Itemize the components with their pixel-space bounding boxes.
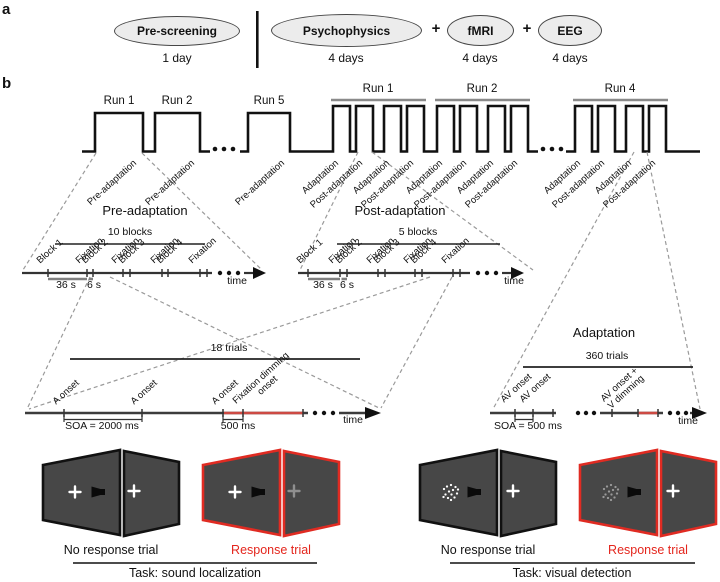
response-label: Response trial: [608, 543, 688, 557]
stage-duration: 4 days: [462, 51, 498, 65]
stage-duration: 4 days: [328, 51, 364, 65]
panel-a-divider: [256, 11, 259, 68]
run-label: Run 2: [161, 95, 193, 107]
stage-psychophysics: Psychophysics: [271, 14, 422, 47]
dimmed-dot-cloud-icon: [602, 483, 620, 502]
screen-back: [122, 449, 181, 538]
screen-pair-sound-noresponse: [41, 448, 181, 538]
fixation-cross-icon: [127, 484, 141, 498]
speaker-icon: [467, 486, 481, 498]
screen-back: [499, 449, 558, 538]
time-arrow: [253, 267, 266, 279]
task-label: Task: sound localization: [128, 566, 262, 580]
no-response-label: No response trial: [63, 543, 159, 557]
panel-a-label: a: [2, 1, 11, 18]
dimmed-fixation-cross-icon: [287, 484, 301, 498]
screen-pair-visual-response: [578, 448, 718, 538]
fixation-duration: 6 s: [339, 279, 355, 291]
response-label: Response trial: [231, 543, 311, 557]
panel-b-label: b: [2, 75, 12, 92]
screen-front: [418, 448, 499, 537]
fixation-cross-icon: [68, 485, 82, 499]
time-axis-label: time: [227, 275, 247, 287]
gap-label: 500 ms: [220, 420, 256, 432]
trial-timeline-right: [490, 366, 707, 422]
stage-pre-screening: Pre-screening: [114, 16, 240, 46]
screen-back: [282, 449, 341, 538]
waveform-ellipsis-dots: [212, 146, 564, 152]
trial-count: 360 trials: [585, 350, 629, 362]
stage-duration: 4 days: [552, 51, 588, 65]
time-axis-label: time: [678, 415, 698, 427]
time-axis-label: time: [343, 414, 363, 426]
run-label: Run 1: [103, 95, 135, 107]
pre-adaptation-title: Pre-adaptation: [102, 203, 188, 218]
post-adaptation-title: Post-adaptation: [354, 203, 446, 218]
fixation-cross-icon: [506, 484, 520, 498]
dot-cloud-icon: [442, 483, 460, 502]
speaker-icon: [627, 486, 641, 498]
soa-label: SOA = 2000 ms: [65, 420, 139, 432]
soa-bracket: [63, 415, 244, 422]
time-arrow: [511, 267, 524, 279]
trial-timeline-left: [25, 358, 381, 422]
no-response-label: No response trial: [440, 543, 536, 557]
pre-adaptation-timeline: [22, 243, 266, 281]
stage-duration: 1 day: [162, 51, 192, 65]
run-timeline-waveform: [82, 104, 700, 153]
soa-label: SOA = 500 ms: [494, 420, 562, 432]
block-duration: 36 s: [56, 279, 76, 291]
screen-pair-sound-response: [201, 448, 341, 538]
speaker-icon: [91, 486, 105, 498]
block-duration: 36 s: [313, 279, 333, 291]
time-arrow: [365, 407, 381, 419]
time-axis-label: time: [504, 275, 524, 287]
soa-bracket: [514, 415, 534, 422]
block-count: 10 blocks: [107, 226, 153, 238]
fixation-cross-icon: [228, 485, 242, 499]
run-label: Run 2: [466, 83, 498, 95]
time-arrow: [692, 407, 707, 419]
plus-sign: +: [522, 20, 532, 37]
run-label: Run 4: [604, 83, 636, 95]
stage-eeg: EEG: [538, 15, 602, 46]
task-label: Task: visual detection: [512, 566, 632, 580]
plus-sign: +: [431, 20, 441, 37]
screen-front: [578, 448, 659, 537]
screen-back: [659, 449, 718, 538]
block-count: 5 blocks: [398, 226, 438, 238]
fixation-duration: 6 s: [86, 279, 102, 291]
adaptation-title: Adaptation: [572, 325, 636, 340]
speaker-icon: [251, 486, 265, 498]
stage-fmri: fMRI: [447, 15, 514, 46]
fixation-cross-icon: [666, 484, 680, 498]
run-label: Run 1: [362, 83, 394, 95]
trial-count: 18 trials: [210, 342, 248, 354]
post-adaptation-timeline: [298, 243, 524, 281]
run-label: Run 5: [253, 95, 285, 107]
screen-pair-visual-noresponse: [418, 448, 558, 538]
